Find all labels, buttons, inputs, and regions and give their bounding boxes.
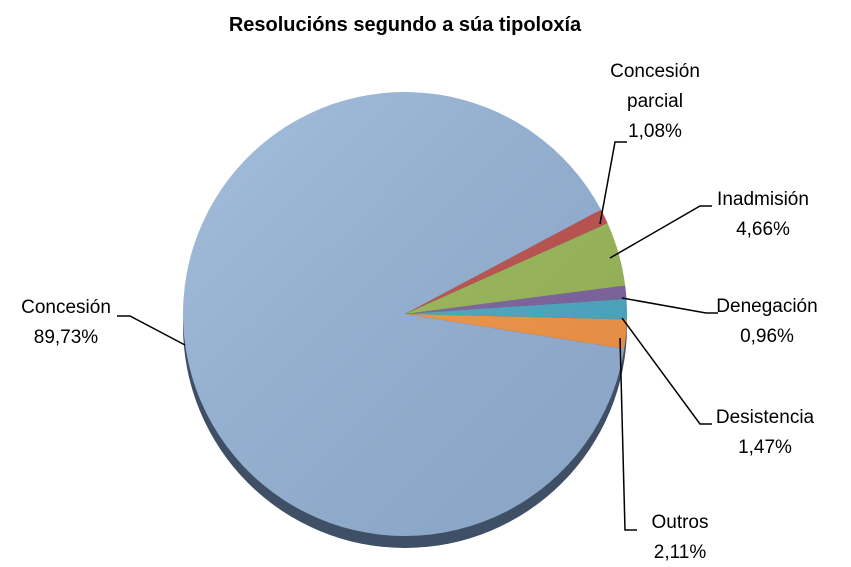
chart-title: Resolucións segundo a súa tipoloxía <box>228 14 582 36</box>
leader-line <box>621 317 712 425</box>
label-category: Inadmisión <box>717 189 809 210</box>
leader-line <box>609 205 712 259</box>
label-value: 2,11% <box>653 542 707 563</box>
slices <box>183 91 627 537</box>
label-value: 1,08% <box>628 121 682 142</box>
label-value: 4,66% <box>736 219 790 240</box>
label-value: 1,47% <box>738 437 792 458</box>
label-category: Desistencia <box>715 407 815 428</box>
data-label: Inadmisión 4,66% <box>698 185 828 245</box>
label-value: 0,96% <box>740 326 794 347</box>
leader-lines <box>117 141 718 531</box>
data-label: Concesión 89,73% <box>1 293 131 353</box>
label-category: Concesión <box>21 297 111 318</box>
label-category: Denegación <box>716 296 818 317</box>
data-label: Denegación 0,96% <box>702 292 832 352</box>
label-category: Concesión parcial <box>610 61 700 112</box>
leader-line <box>619 337 637 531</box>
data-label: Concesión parcial 1,08% <box>600 57 710 147</box>
leader-line <box>599 141 627 225</box>
leader-line <box>117 315 186 346</box>
leader-line <box>621 297 718 314</box>
label-value: 89,73% <box>33 327 99 348</box>
data-label: Outros 2,11% <box>615 508 745 567</box>
label-category: Outros <box>651 512 709 533</box>
data-label: Desistencia 1,47% <box>700 403 830 463</box>
